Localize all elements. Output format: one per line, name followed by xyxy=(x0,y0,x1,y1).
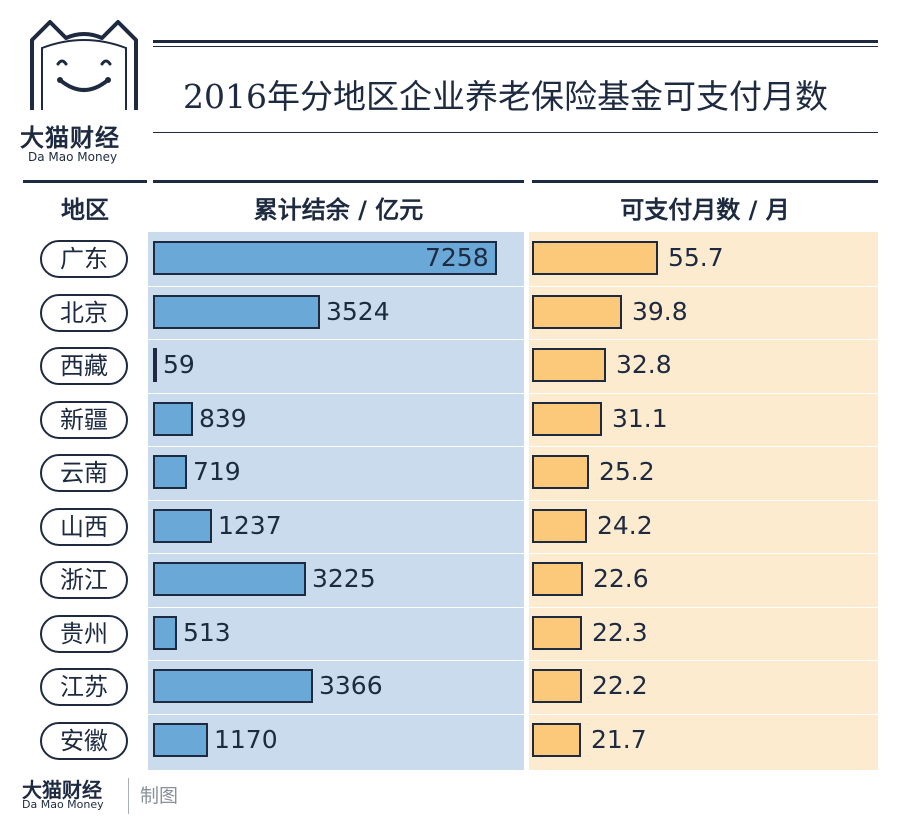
row-divider xyxy=(23,553,878,554)
months-value-label: 22.3 xyxy=(592,618,648,647)
balance-value-label: 7258 xyxy=(425,243,489,272)
months-value-label: 32.8 xyxy=(616,350,672,379)
months-bar xyxy=(532,241,658,275)
region-label: 安徽 xyxy=(40,722,128,760)
months-bar xyxy=(532,348,606,382)
balance-bar xyxy=(153,295,320,329)
balance-value-label: 839 xyxy=(199,404,247,433)
footer-brand-en: Da Mao Money xyxy=(22,798,104,811)
brand-logo: 大猫财经 Da Mao Money xyxy=(14,18,154,164)
months-value-label: 31.1 xyxy=(612,404,668,433)
months-value-label: 21.7 xyxy=(591,725,647,754)
months-value-label: 39.8 xyxy=(632,297,688,326)
months-bar xyxy=(532,723,581,757)
balance-value-label: 3225 xyxy=(312,564,376,593)
months-bar xyxy=(532,455,589,489)
row-divider xyxy=(23,286,878,287)
balance-bar xyxy=(153,616,177,650)
months-bar xyxy=(532,669,582,703)
row-divider xyxy=(23,393,878,394)
region-label: 新疆 xyxy=(40,401,128,439)
header-rule-balance xyxy=(153,180,524,183)
row-divider xyxy=(23,446,878,447)
row-divider xyxy=(23,607,878,608)
months-bar xyxy=(532,402,602,436)
months-value-label: 25.2 xyxy=(599,457,655,486)
header-rule-months xyxy=(532,180,878,183)
balance-bar xyxy=(153,562,306,596)
balance-value-label: 59 xyxy=(163,350,195,379)
title-rule-top xyxy=(153,40,878,43)
region-label: 云南 xyxy=(40,454,128,492)
logo-name-cn: 大猫财经 xyxy=(20,124,120,152)
balance-bar xyxy=(153,723,208,757)
balance-bar xyxy=(153,348,157,382)
balance-bar xyxy=(153,402,193,436)
header-rule-region xyxy=(23,180,147,183)
title-rule-top-thin xyxy=(153,46,878,47)
footer-made-by: 制图 xyxy=(140,785,179,807)
cat-logo-icon xyxy=(30,20,138,110)
region-label: 贵州 xyxy=(40,615,128,653)
row-divider xyxy=(23,714,878,715)
months-value-label: 22.2 xyxy=(592,671,648,700)
row-divider xyxy=(23,660,878,661)
months-bar xyxy=(532,295,622,329)
months-bar xyxy=(532,562,583,596)
region-label: 北京 xyxy=(40,294,128,332)
months-value-label: 55.7 xyxy=(668,243,724,272)
balance-value-label: 1237 xyxy=(218,511,282,540)
months-bar xyxy=(532,616,582,650)
region-label: 江苏 xyxy=(40,668,128,706)
footer-divider xyxy=(128,778,129,814)
balance-bar xyxy=(153,455,187,489)
months-value-label: 24.2 xyxy=(597,511,653,540)
months-bar xyxy=(532,509,587,543)
chart-title: 2016年分地区企业养老保险基金可支付月数 xyxy=(183,77,828,116)
header-months: 可支付月数 / 月 xyxy=(620,196,790,224)
region-label: 广东 xyxy=(40,240,128,278)
row-divider xyxy=(23,339,878,340)
header-balance: 累计结余 / 亿元 xyxy=(253,196,424,224)
balance-value-label: 3524 xyxy=(326,297,390,326)
title-rule-bottom xyxy=(153,132,878,133)
balance-bar xyxy=(153,669,313,703)
balance-value-label: 719 xyxy=(193,457,241,486)
region-label: 浙江 xyxy=(40,561,128,599)
balance-value-label: 513 xyxy=(183,618,231,647)
footer-brand-cn: 大猫财经 xyxy=(22,778,102,802)
row-divider xyxy=(23,500,878,501)
region-label: 山西 xyxy=(40,508,128,546)
balance-bar xyxy=(153,509,212,543)
balance-value-label: 3366 xyxy=(319,671,383,700)
header-region: 地区 xyxy=(61,196,109,224)
region-label: 西藏 xyxy=(40,347,128,385)
logo-name-en: Da Mao Money xyxy=(28,150,118,164)
balance-value-label: 1170 xyxy=(214,725,278,754)
balance-bar xyxy=(153,241,497,275)
months-value-label: 22.6 xyxy=(593,564,649,593)
